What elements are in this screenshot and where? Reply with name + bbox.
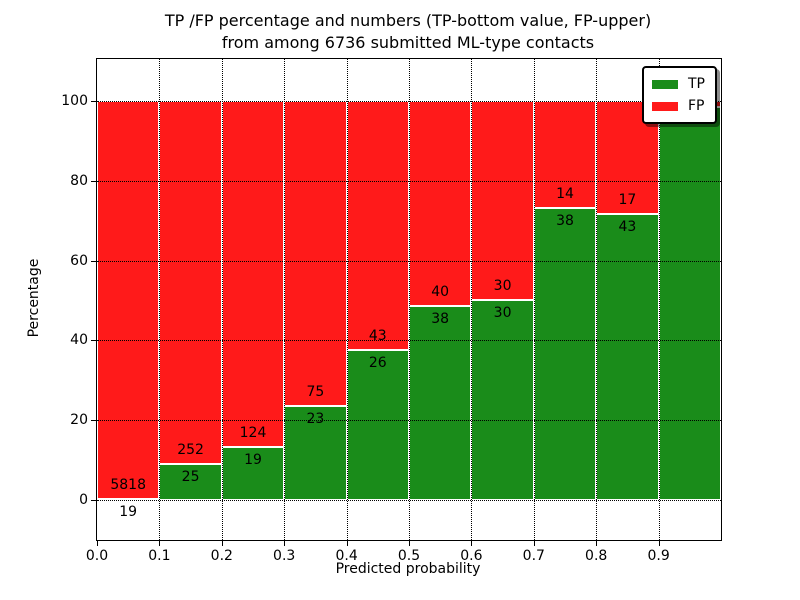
bar-label-fp: 124 [239,425,267,442]
x-tick-label: 0.9 [647,548,670,564]
x-tick-label: 0.0 [85,548,109,564]
gridline-vertical [221,59,223,540]
legend-label-tp: TP [688,76,705,92]
bar-label-fp: 14 [556,186,574,203]
y-tick-label: 20 [70,412,88,429]
gridline-vertical [596,59,598,540]
x-tick [284,541,286,546]
bar-label-tp: 19 [244,452,262,469]
x-tick-label: 0.6 [460,548,483,564]
y-tick [91,260,96,262]
bar-label-fp: 75 [306,384,325,401]
x-tick [409,541,410,546]
bar-segment-fp [409,100,472,306]
x-tick [97,541,98,546]
y-tick-label: 60 [70,252,88,269]
legend-label-fp: FP [688,98,705,114]
bar-label-fp: 252 [177,442,204,459]
bar-label-tp: 43 [618,219,637,235]
y-tick-label: 100 [61,92,88,109]
gridline-vertical [533,59,535,540]
y-axis-label: Percentage [26,258,42,338]
bar-label-tp: 23 [306,411,325,428]
x-tick [221,541,223,546]
bar-label-fp: 30 [493,278,512,295]
bar-segment-fp [97,100,160,499]
x-tick-label: 0.8 [585,548,608,564]
x-tick [346,541,348,546]
bar-label-tp: 38 [431,310,450,327]
gridline-vertical [409,59,410,540]
bar-segment-tp [97,498,160,501]
x-tick-label: 0.5 [397,548,421,564]
y-tick [91,180,96,182]
bar-segment-tp [596,214,659,501]
plot-area: TP FP 5818 19 252 25 124 19 75 23 43 26 40 38 30 30 14 3… [61,58,722,564]
bar-segment-tp [159,464,222,501]
x-tick [471,541,473,546]
y-tick [91,100,96,102]
x-tick-label: 0.1 [148,548,171,564]
x-tick-label: 0.7 [522,548,545,564]
bar-segment-tp [471,300,534,501]
bar-segment-tp [409,305,472,501]
legend-swatch-tp [652,79,678,89]
y-tick [91,500,96,502]
bar-label-tp: 26 [368,354,387,371]
legend-row-fp: FP [652,95,705,117]
x-axis-label: Predicted probability [335,561,481,577]
x-tick [658,541,660,546]
x-tick [159,541,161,546]
bar-label-fp: 5818 [110,476,147,493]
bar-segment-tp [284,406,347,501]
x-tick-label: 0.4 [335,548,358,564]
bar-label-tp: 30 [493,305,512,322]
chart-title-line2: from among 6736 submitted ML-type contac… [221,33,595,52]
bar-label-tp: 38 [556,213,574,230]
gridline-vertical [658,59,660,540]
bar-label-tp: 19 [119,503,138,520]
x-tick-label: 0.3 [273,548,296,564]
bar-label-tp: 25 [181,469,200,486]
bar-segment-tp [658,107,721,501]
legend-row-tp: TP [652,73,705,95]
bar-label-fp: 17 [618,192,637,208]
bar-segment-fp [221,100,285,448]
bar-segment-tp [346,349,409,501]
bar-segment-fp [533,100,597,209]
bar-label-fp: 40 [431,283,450,300]
gridline-vertical [471,59,473,540]
x-tick-label: 0.2 [210,548,233,564]
legend: TP FP [642,66,717,124]
y-tick-label: 40 [70,332,88,349]
bar-label-fp: 43 [368,327,387,344]
y-tick-label: 80 [70,172,88,189]
bar-segment-tp [221,447,285,501]
gridline-vertical [284,59,286,540]
gridline-vertical [159,59,161,540]
bar-segment-tp [533,208,597,501]
y-tick-label: 0 [79,492,88,509]
bar-segment-fp [159,100,222,465]
legend-swatch-fp [652,101,678,111]
chart-title: TP /FP percentage and numbers (TP-bottom… [96,10,720,54]
gridline-vertical [346,59,348,540]
bar-segment-fp [284,100,347,407]
y-tick [91,340,96,342]
y-tick [91,420,96,422]
x-tick [533,541,535,546]
chart-title-line1: TP /FP percentage and numbers (TP-bottom… [164,11,652,30]
x-tick [596,541,598,546]
bar-segment-fp [346,100,409,350]
bar-segment-fp [471,100,534,301]
